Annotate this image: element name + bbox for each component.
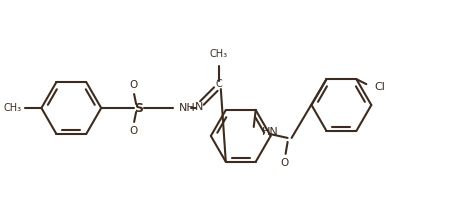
Text: O: O: [280, 158, 289, 168]
Text: CH₃: CH₃: [210, 49, 228, 59]
Text: S: S: [135, 101, 144, 114]
Text: C: C: [216, 79, 222, 89]
Text: O: O: [129, 126, 137, 136]
Text: N: N: [195, 102, 203, 112]
Text: O: O: [129, 80, 137, 90]
Text: NH: NH: [179, 103, 196, 113]
Text: Cl: Cl: [374, 82, 385, 92]
Text: CH₃: CH₃: [3, 103, 21, 113]
Text: HN: HN: [262, 127, 279, 137]
